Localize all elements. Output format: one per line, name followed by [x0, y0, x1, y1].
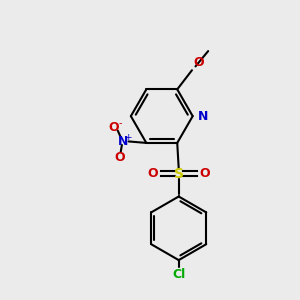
- Text: +: +: [124, 133, 132, 142]
- Text: S: S: [174, 167, 184, 181]
- Text: O: O: [109, 121, 119, 134]
- Text: O: O: [147, 167, 158, 180]
- Text: O: O: [193, 56, 204, 69]
- Text: Cl: Cl: [172, 268, 185, 281]
- Text: -: -: [119, 118, 122, 128]
- Text: O: O: [200, 167, 210, 180]
- Text: O: O: [115, 151, 125, 164]
- Text: N: N: [197, 110, 208, 123]
- Text: N: N: [118, 135, 128, 148]
